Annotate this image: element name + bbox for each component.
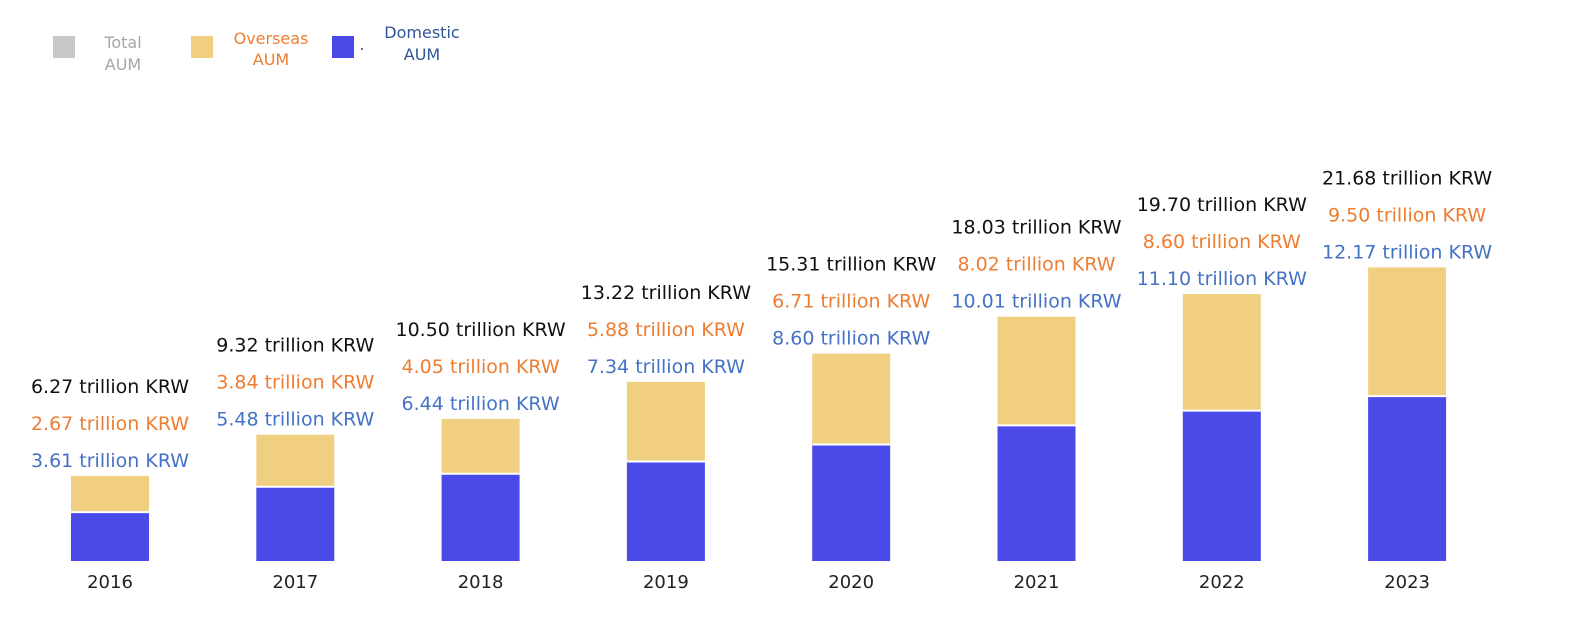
label-overseas-2023: 9.50 trillion KRW [1328, 204, 1486, 226]
bars-layer [71, 267, 1447, 561]
label-domestic-2019: 7.34 trillion KRW [587, 356, 745, 378]
label-domestic-2020: 8.60 trillion KRW [772, 328, 930, 350]
label-overseas-2018: 4.05 trillion KRW [402, 356, 560, 378]
label-total-2021: 18.03 trillion KRW [951, 217, 1121, 239]
legend-overseas-swatch [191, 36, 213, 58]
x-tick-2023: 2023 [1384, 572, 1430, 593]
bar-overseas-2020 [812, 353, 891, 445]
bar-overseas-2017 [256, 434, 335, 487]
label-overseas-2017: 3.84 trillion KRW [216, 372, 374, 394]
label-overseas-2020: 6.71 trillion KRW [772, 291, 930, 313]
label-total-2019: 13.22 trillion KRW [581, 282, 751, 304]
bar-overseas-2023 [1368, 267, 1447, 397]
bar-domestic-2017 [256, 486, 335, 561]
bar-overseas-2018 [441, 418, 520, 474]
bar-overseas-2021 [997, 316, 1076, 426]
label-domestic-2016: 3.61 trillion KRW [31, 450, 189, 472]
label-domestic-2023: 12.17 trillion KRW [1322, 241, 1492, 263]
bar-domestic-2022 [1182, 410, 1261, 561]
x-axis-ticks: 2016 2017 2018 2019 2020 2021 2022 2023 [87, 572, 1430, 593]
legend-domestic-swatch [332, 36, 354, 58]
bar-domestic-2023 [1368, 396, 1447, 561]
bar-overseas-2019 [626, 381, 705, 462]
label-overseas-2022: 8.60 trillion KRW [1143, 231, 1301, 253]
bar-domestic-2018 [441, 473, 520, 561]
legend-domestic-line2: AUM [404, 45, 440, 64]
x-tick-2018: 2018 [458, 572, 504, 593]
label-total-2016: 6.27 trillion KRW [31, 376, 189, 398]
label-total-2017: 9.32 trillion KRW [216, 335, 374, 357]
label-total-2023: 21.68 trillion KRW [1322, 167, 1492, 189]
label-domestic-2021: 10.01 trillion KRW [951, 291, 1121, 313]
label-overseas-2019: 5.88 trillion KRW [587, 319, 745, 341]
x-tick-2021: 2021 [1014, 572, 1060, 593]
label-domestic-2017: 5.48 trillion KRW [216, 409, 374, 431]
x-tick-2016: 2016 [87, 572, 133, 593]
bar-domestic-2016 [71, 512, 149, 561]
label-domestic-2018: 6.44 trillion KRW [402, 393, 560, 415]
legend-domestic-line1: Domestic [384, 23, 459, 42]
bar-domestic-2020 [812, 444, 891, 561]
label-overseas-2016: 2.67 trillion KRW [31, 413, 189, 435]
labels-layer: 6.27 trillion KRW 2.67 trillion KRW 3.61 t… [31, 167, 1492, 472]
legend-overseas-line1: Overseas [234, 29, 309, 48]
legend-overseas-line2: AUM [253, 50, 289, 69]
x-tick-2017: 2017 [272, 572, 318, 593]
bar-domestic-2019 [626, 461, 705, 561]
x-tick-2022: 2022 [1199, 572, 1245, 593]
label-overseas-2021: 8.02 trillion KRW [957, 254, 1115, 276]
legend-total-line2: AUM [105, 55, 141, 74]
legend-total-line1: Total [103, 33, 141, 52]
bar-overseas-2022 [1182, 294, 1261, 411]
legend-total-swatch [53, 36, 75, 58]
legend: Total AUM Overseas AUM . Domestic AUM [53, 23, 460, 74]
bar-domestic-2021 [997, 425, 1076, 561]
bar-overseas-2016 [71, 475, 149, 513]
x-tick-2019: 2019 [643, 572, 689, 593]
label-total-2018: 10.50 trillion KRW [395, 319, 565, 341]
label-domestic-2022: 11.10 trillion KRW [1137, 268, 1307, 290]
x-tick-2020: 2020 [828, 572, 874, 593]
label-total-2022: 19.70 trillion KRW [1137, 194, 1307, 216]
legend-domestic-dot: . [359, 35, 364, 54]
label-total-2020: 15.31 trillion KRW [766, 254, 936, 276]
